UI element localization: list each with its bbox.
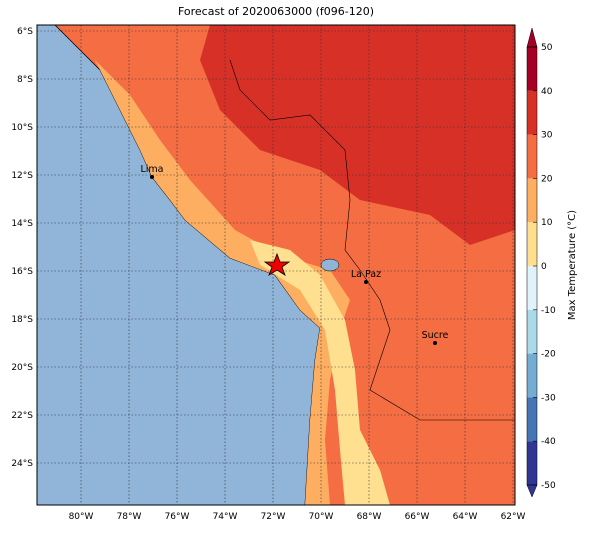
colorbar-band — [527, 222, 537, 266]
colorbar-label: Max Temperature (°C) — [567, 210, 578, 320]
colorbar-tick-label: 30 — [541, 131, 553, 141]
y-tick-label: 20°S — [11, 363, 33, 373]
y-tick-label: 16°S — [11, 267, 33, 277]
colorbar: -50 -40 -30 -20 -10 0 10 20 30 40 50 — [526, 27, 556, 498]
lake-titicaca — [320, 258, 340, 272]
city-dot — [433, 341, 437, 345]
colorbar-tick-label: -40 — [541, 437, 556, 447]
colorbar-tick-label: 50 — [541, 43, 553, 53]
title: Forecast of 2020063000 (f096-120) — [178, 5, 374, 18]
x-tick-label: 68°W — [357, 512, 382, 522]
colorbar-tick-label: -30 — [541, 393, 556, 403]
highland-region — [95, 60, 350, 505]
city-dot — [150, 175, 154, 179]
y-tick-label: 14°S — [11, 219, 33, 229]
hot-region — [200, 25, 515, 245]
colorbar-tick-label: 20 — [541, 174, 553, 184]
map — [37, 25, 515, 505]
altiplano-region — [250, 240, 390, 505]
colorbar-band — [527, 353, 537, 398]
city-dot — [364, 280, 368, 284]
x-tick-label: 76°W — [165, 512, 190, 522]
x-tick-label: 80°W — [69, 512, 94, 522]
colorbar-tick-label: -10 — [541, 306, 556, 316]
colorbar-band — [527, 441, 537, 485]
x-tick-label: 64°W — [453, 512, 478, 522]
x-tick-label: 72°W — [261, 512, 286, 522]
city-label: La Paz — [351, 269, 381, 280]
y-tick-label: 12°S — [11, 171, 33, 181]
cities: Lima La Paz Sucre — [140, 164, 449, 345]
x-tick-label: 66°W — [405, 512, 430, 522]
y-tick-label: 24°S — [11, 459, 33, 469]
colorbar-band — [527, 90, 537, 135]
y-tick-label: 10°S — [11, 123, 33, 133]
x-tick-label: 74°W — [213, 512, 238, 522]
location-star — [263, 252, 291, 276]
city-label: Lima — [140, 164, 163, 175]
colorbar-band — [527, 134, 537, 179]
x-tick-label: 62°W — [501, 512, 526, 522]
colorbar-extend-top — [526, 27, 538, 48]
colorbar-band — [527, 397, 537, 442]
colorbar-band — [527, 266, 537, 310]
axes: 80°W 78°W 76°W 74°W 72°W 70°W 68°W 66°W 64°W 62°W… — [11, 27, 525, 522]
colorbar-band — [527, 47, 537, 91]
x-tick-label: 78°W — [117, 512, 142, 522]
y-tick-label: 22°S — [11, 411, 33, 421]
colorbar-band — [527, 309, 537, 354]
colorbar-tick-label: 40 — [541, 87, 553, 97]
y-tick-label: 6°S — [17, 27, 33, 37]
colorbar-tick-label: -20 — [541, 350, 556, 360]
colorbar-tick-label: 10 — [541, 218, 553, 228]
colorbar-extend-bottom — [526, 484, 538, 498]
x-tick-label: 70°W — [309, 512, 334, 522]
colorbar-band — [527, 178, 537, 223]
y-tick-label: 18°S — [11, 315, 33, 325]
map-frame — [36, 24, 516, 506]
colorbar-tick-label: 0 — [541, 262, 547, 272]
y-tick-label: 8°S — [17, 75, 33, 85]
city-label: Sucre — [422, 330, 449, 341]
colorbar-tick-label: -50 — [541, 481, 556, 491]
